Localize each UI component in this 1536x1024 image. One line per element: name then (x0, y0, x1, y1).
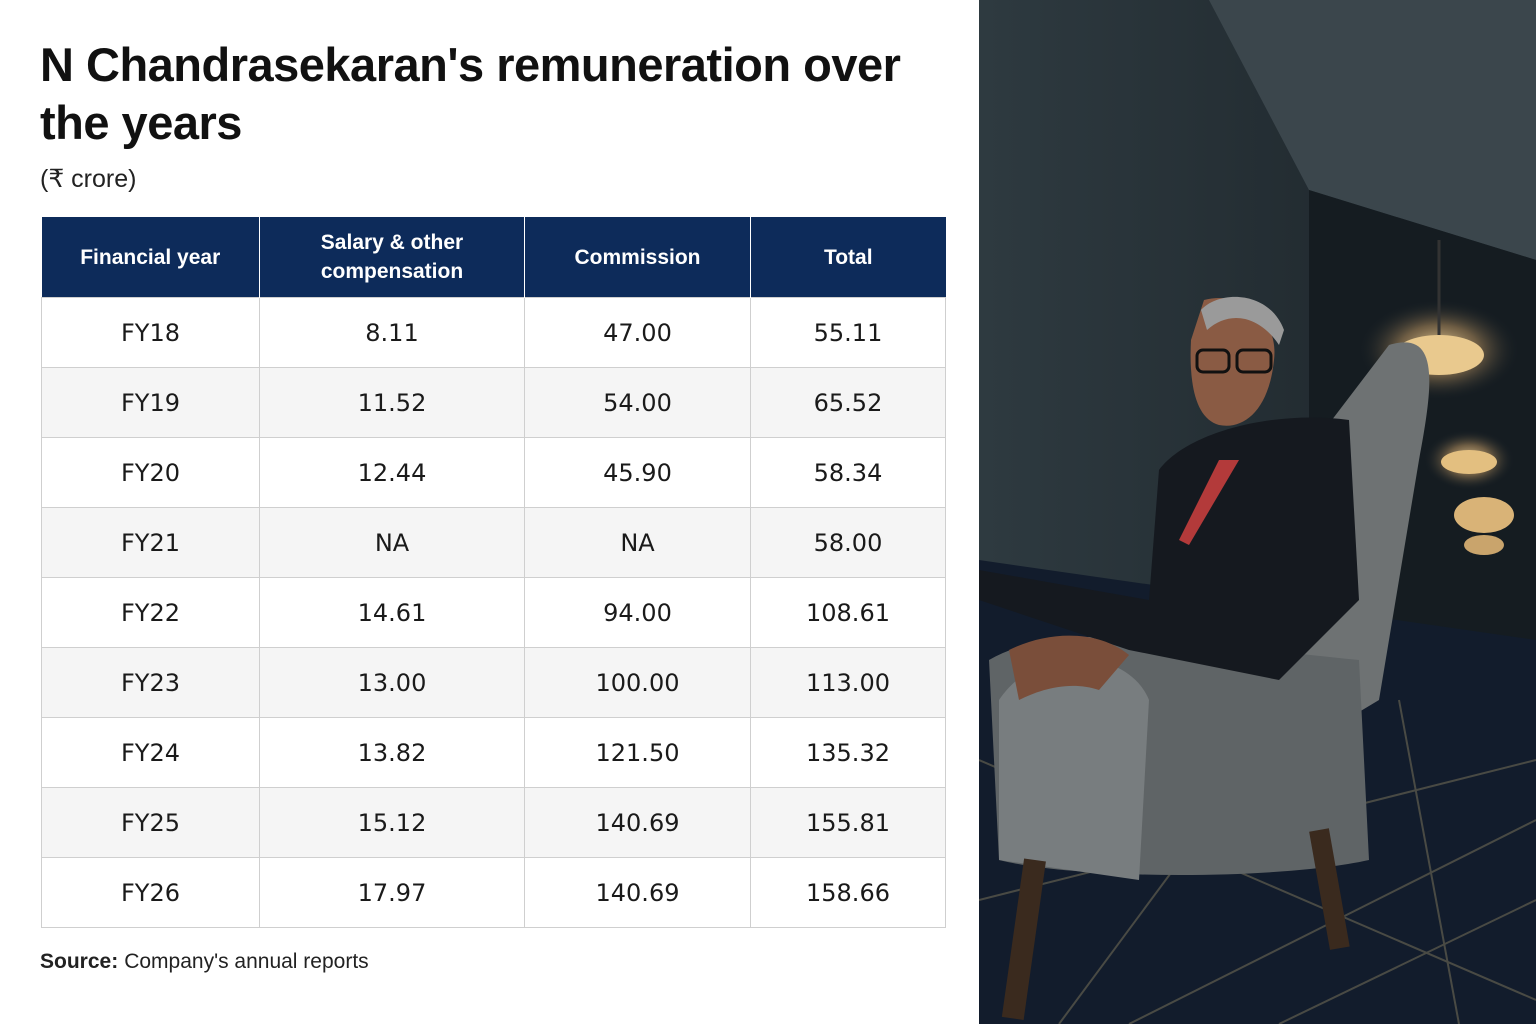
column-header: Financial year (41, 217, 260, 298)
table-cell: FY23 (41, 647, 260, 718)
table-cell: 17.97 (259, 857, 525, 928)
table-cell: 108.61 (750, 577, 946, 648)
table-body: FY18 8.11 47.00 55.11 FY19 11.52 54.00 65.52 FY2… (41, 297, 946, 928)
table-cell: 11.52 (259, 367, 525, 438)
table-cell: 58.00 (750, 507, 946, 578)
table-cell: 58.34 (750, 437, 946, 508)
content: N Chandrasekaran's remuneration over the… (40, 38, 946, 974)
table-cell: 13.82 (259, 717, 525, 788)
table-cell: 158.66 (750, 857, 946, 928)
table-cell: FY26 (41, 857, 260, 928)
table-cell: 135.32 (750, 717, 946, 788)
table-cell: 113.00 (750, 647, 946, 718)
table-cell: 14.61 (259, 577, 525, 648)
column-header: Salary & other compensation (259, 217, 525, 298)
table-cell: 45.90 (524, 437, 751, 508)
column-header: Commission (524, 217, 751, 298)
title: N Chandrasekaran's remuneration over the… (40, 38, 901, 149)
photo (979, 0, 1536, 1024)
table-cell: 155.81 (750, 787, 946, 858)
table-row: FY19 11.52 54.00 65.52 (41, 367, 946, 438)
source: Source: Company's annual reports (40, 950, 369, 974)
table-row: FY21 NA NA 58.00 (41, 507, 946, 578)
table-cell: 55.11 (750, 297, 946, 368)
column-header: Total (750, 217, 946, 298)
table-cell: NA (259, 507, 525, 578)
table-cell: 54.00 (524, 367, 751, 438)
table-cell: 47.00 (524, 297, 751, 368)
source-label: Source: (40, 950, 119, 973)
table-cell: FY19 (41, 367, 260, 438)
table-cell: 13.00 (259, 647, 525, 718)
table-cell: FY25 (41, 787, 260, 858)
table-cell: 94.00 (524, 577, 751, 648)
table-cell: 65.52 (750, 367, 946, 438)
table-cell: FY21 (41, 507, 260, 578)
table-cell: 121.50 (524, 717, 751, 788)
header-row: Financial year Salary & other compensatio… (41, 217, 946, 298)
table-row: FY18 8.11 47.00 55.11 (41, 297, 946, 368)
table-cell: FY18 (41, 297, 260, 368)
table: Financial year Salary & other compensatio… (41, 217, 946, 928)
table-row: FY20 12.44 45.90 58.34 (41, 437, 946, 508)
table-cell: NA (524, 507, 751, 578)
source-text: Company's annual reports (124, 950, 369, 973)
table-cell: 8.11 (259, 297, 525, 368)
table-cell: 140.69 (524, 857, 751, 928)
table-cell: 140.69 (524, 787, 751, 858)
table-cell: 100.00 (524, 647, 751, 718)
table-row: FY26 17.97 140.69 158.66 (41, 857, 946, 928)
table-row: FY25 15.12 140.69 155.81 (41, 787, 946, 858)
table-row: FY24 13.82 121.50 135.32 (41, 717, 946, 788)
table-row: FY22 14.61 94.00 108.61 (41, 577, 946, 648)
table-row: FY23 13.00 100.00 113.00 (41, 647, 946, 718)
table-cell: FY20 (41, 437, 260, 508)
subtitle: (₹ crore) (40, 165, 137, 193)
table-cell: 12.44 (259, 437, 525, 508)
table-cell: FY24 (41, 717, 260, 788)
table-cell: FY22 (41, 577, 260, 648)
table-cell: 15.12 (259, 787, 525, 858)
